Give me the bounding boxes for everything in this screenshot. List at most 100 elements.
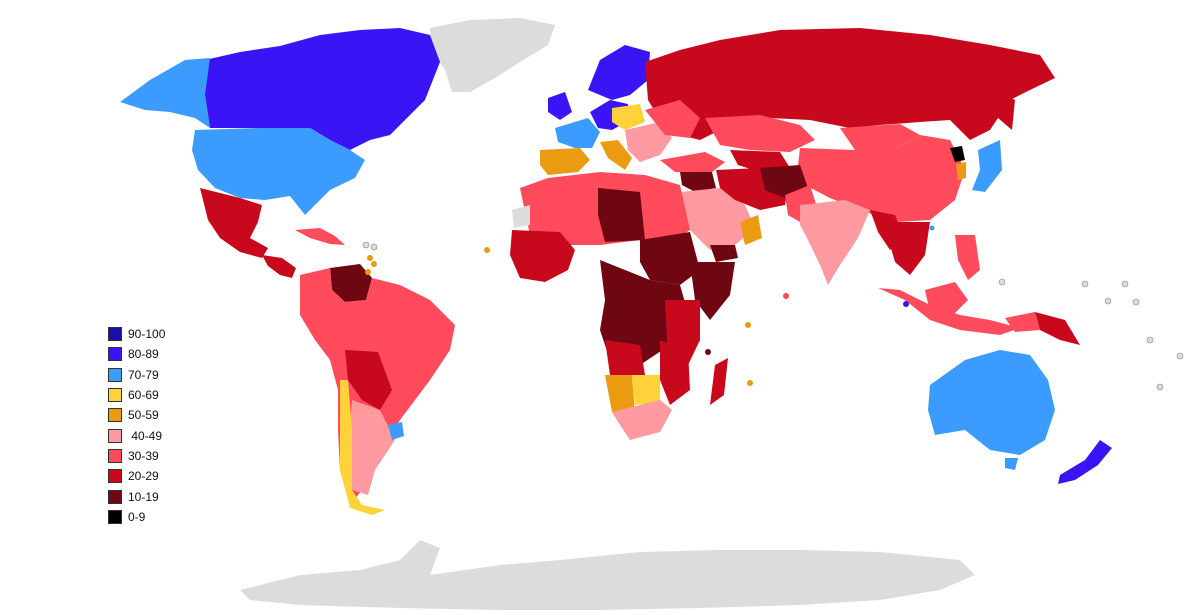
island-dot: [1156, 383, 1164, 391]
region-central-asia-dark: [730, 150, 790, 172]
region-arabia: [680, 188, 755, 250]
legend-item: 0-9: [108, 507, 228, 527]
island-dot: [367, 255, 373, 261]
legend-label: 20-29: [128, 469, 159, 484]
region-mexico: [200, 188, 268, 258]
legend-label: 0-9: [128, 509, 146, 524]
region-greenland: [430, 18, 555, 92]
region-png: [1035, 312, 1080, 345]
legend-item: 50-59: [108, 405, 228, 425]
island-dot: [1081, 280, 1089, 288]
legend-swatch: [108, 469, 122, 484]
legend-label: 50-59: [128, 408, 159, 423]
region-alaska: [120, 58, 210, 128]
region-italy: [600, 140, 632, 170]
island-dot: [1146, 336, 1154, 344]
legend-swatch: [108, 388, 122, 403]
region-west-sahara: [512, 205, 530, 228]
region-venezuela: [330, 264, 372, 302]
region-uk: [548, 92, 572, 120]
region-caribbean: [295, 228, 345, 245]
island-dot: [745, 322, 751, 328]
legend-label: 10-19: [128, 489, 159, 504]
legend-item: 60-69: [108, 385, 228, 405]
region-india: [800, 200, 870, 285]
region-uruguay: [388, 422, 404, 440]
region-antarctica: [240, 540, 975, 610]
island-dot: [370, 243, 378, 251]
legend-item: 90-100: [108, 324, 228, 344]
region-mongolia: [840, 124, 920, 150]
region-chile: [340, 380, 385, 515]
region-angola: [605, 340, 645, 375]
legend-swatch: [108, 367, 122, 382]
region-bolivia: [345, 350, 392, 410]
region-china: [798, 135, 965, 222]
region-north-korea: [950, 146, 965, 162]
legend-swatch: [108, 408, 122, 423]
legend-label: 80-89: [128, 347, 159, 362]
legend-swatch: [108, 489, 122, 504]
region-australia: [928, 350, 1055, 455]
legend-label: 90-100: [128, 327, 166, 342]
region-tasmania: [1005, 458, 1018, 470]
island-dot: [362, 241, 370, 249]
island-dot: [1132, 298, 1140, 306]
region-horn: [690, 262, 735, 320]
region-indochina: [890, 222, 930, 275]
island-dot: [1121, 280, 1129, 288]
island-dot: [371, 261, 377, 267]
legend-swatch: [108, 428, 122, 443]
region-argentina: [348, 400, 395, 495]
island-dot: [705, 349, 711, 355]
region-afghanistan: [760, 165, 808, 198]
island-dot: [365, 269, 371, 275]
region-russia: [645, 28, 1055, 140]
region-south-korea: [956, 162, 966, 180]
legend-label: 40-49: [128, 428, 163, 443]
island-dot: [1104, 297, 1112, 305]
island-dot: [929, 225, 935, 231]
island-dot: [998, 278, 1006, 286]
region-kamchatka: [998, 92, 1015, 130]
legend-item: 10-19: [108, 486, 228, 506]
legend-label: 70-79: [128, 367, 159, 382]
region-botswana: [632, 375, 660, 405]
legend-item: 20-29: [108, 466, 228, 486]
region-new-zealand: [1058, 440, 1112, 484]
region-central-america: [262, 255, 296, 278]
region-levant: [680, 172, 716, 192]
region-poland: [612, 104, 645, 130]
legend-swatch: [108, 327, 122, 342]
region-borneo: [925, 282, 968, 318]
region-oman: [740, 215, 762, 245]
legend-item: 30-39: [108, 446, 228, 466]
region-japan: [972, 140, 1002, 192]
region-usa: [192, 128, 365, 215]
region-eastern-europe: [645, 100, 700, 138]
region-scandinavia: [588, 45, 650, 100]
region-turkey: [660, 152, 725, 172]
region-mozambique: [660, 340, 690, 405]
region-central-asia: [705, 115, 815, 152]
island-dot: [903, 301, 909, 307]
legend-item: 70-79: [108, 365, 228, 385]
region-papua: [1005, 312, 1040, 332]
region-south-africa: [612, 400, 672, 440]
region-france: [555, 118, 600, 148]
legend-label: 30-39: [128, 448, 159, 463]
region-west-africa: [510, 230, 575, 282]
region-madagascar: [710, 358, 728, 405]
region-philippines: [955, 235, 980, 280]
island-dot: [1176, 352, 1184, 360]
legend-swatch: [108, 448, 122, 463]
legend: 90-100 80-89 70-79 60-69 50-59 40-49 30-39 20-…: [108, 324, 228, 527]
legend-label: 60-69: [128, 388, 159, 403]
region-balkans: [625, 122, 672, 162]
legend-item: 80-89: [108, 344, 228, 364]
island-dot: [484, 247, 490, 253]
region-namibia: [605, 375, 635, 412]
island-dot: [783, 293, 789, 299]
region-iberia: [540, 148, 590, 175]
